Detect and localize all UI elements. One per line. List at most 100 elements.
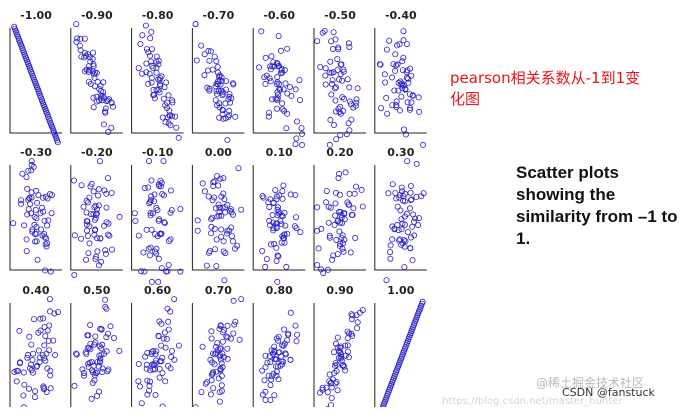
scatter-panel	[375, 159, 427, 283]
scatter-point	[45, 328, 50, 333]
scatter-point	[35, 257, 40, 262]
panel-label: -0.10	[142, 146, 174, 159]
scatter-point	[272, 344, 277, 349]
scatter-point	[166, 238, 171, 243]
panel-label: 0.20	[326, 146, 353, 159]
scatter-point	[405, 159, 410, 164]
panel-label: -1.00	[20, 9, 52, 22]
scatter-point	[193, 22, 198, 27]
panel-label: 0.90	[326, 284, 353, 297]
scatter-point	[278, 48, 283, 53]
scatter-point	[266, 114, 271, 119]
scatter-point	[410, 258, 415, 263]
scatter-point	[93, 334, 98, 339]
scatter-point	[109, 125, 114, 130]
scatter-point	[261, 195, 266, 200]
panel-label: 0.50	[83, 284, 110, 297]
scatter-point	[163, 345, 168, 350]
scatter-point	[27, 386, 32, 391]
scatter-point	[263, 81, 268, 86]
scatter-point	[293, 142, 298, 147]
scatter-point	[349, 312, 354, 317]
scatter-point	[209, 329, 214, 334]
scatter-point	[149, 29, 154, 34]
scatter-point	[405, 100, 410, 105]
scatter-point	[394, 196, 399, 201]
scatter-point	[335, 252, 340, 257]
scatter-point	[297, 98, 302, 103]
scatter-point	[217, 399, 222, 404]
panel-label: 0.40	[22, 284, 49, 297]
scatter-point	[111, 335, 116, 340]
scatter-point	[289, 93, 294, 98]
scatter-point	[386, 191, 391, 196]
scatter-point	[176, 343, 181, 348]
scatter-panel	[71, 159, 123, 278]
scatter-point	[139, 401, 144, 406]
scatter-panel	[253, 303, 305, 407]
scatter-point	[329, 81, 334, 86]
scatter-point	[225, 137, 230, 142]
scatter-point	[334, 137, 339, 142]
scatter-point	[343, 170, 348, 175]
scatter-point	[401, 29, 406, 34]
scatter-point	[232, 322, 237, 327]
scatter-point	[268, 67, 273, 72]
scatter-point	[11, 221, 16, 226]
scatter-point	[270, 97, 275, 102]
scatter-point	[285, 46, 290, 51]
scatter-point	[295, 332, 300, 337]
scatter-point	[294, 339, 299, 344]
scatter-point	[328, 59, 333, 64]
scatter-point	[384, 95, 389, 100]
scatter-point	[21, 370, 26, 375]
scatter-point	[408, 190, 413, 195]
scatter-point	[330, 46, 335, 51]
scatter-point	[237, 337, 242, 342]
scatter-point	[93, 203, 98, 208]
scatter-point	[36, 348, 41, 353]
scatter-point	[355, 320, 360, 325]
scatter-panel	[132, 23, 184, 140]
scatter-point	[293, 323, 298, 328]
scatter-point	[225, 346, 230, 351]
scatter-point	[353, 184, 358, 189]
scatter-point	[355, 86, 360, 91]
scatter-svg	[0, 0, 440, 407]
panel-label: -0.40	[385, 9, 417, 22]
scatter-point	[85, 200, 90, 205]
scatter-point	[263, 365, 268, 370]
scatter-point	[266, 373, 271, 378]
panel-axes	[10, 303, 62, 407]
scatter-point	[149, 227, 154, 232]
scatter-point	[298, 230, 303, 235]
scatter-panel	[375, 299, 427, 407]
scatter-point	[79, 54, 84, 59]
scatter-point	[339, 78, 344, 83]
scatter-point	[214, 59, 219, 64]
scatter-point	[390, 182, 395, 187]
scatter-point	[390, 237, 395, 242]
scatter-point	[274, 245, 279, 250]
scatter-point	[89, 396, 94, 401]
scatter-point	[421, 142, 426, 147]
scatter-point	[194, 58, 199, 63]
scatter-panel	[192, 297, 244, 408]
scatter-point	[318, 64, 323, 69]
scatter-point	[72, 233, 77, 238]
panel-label: -0.50	[324, 9, 356, 22]
scatter-point	[199, 390, 204, 395]
scatter-point	[94, 393, 99, 398]
scatter-point	[260, 368, 265, 373]
scatter-point	[207, 58, 212, 63]
scatter-point	[103, 297, 108, 302]
scatter-point	[166, 319, 171, 324]
scatter-point	[136, 233, 141, 238]
scatter-point	[384, 47, 389, 52]
scatter-point	[146, 159, 151, 164]
scatter-point	[348, 250, 353, 255]
scatter-point	[103, 248, 108, 253]
scatter-point	[288, 357, 293, 362]
panel-label: -0.20	[81, 146, 113, 159]
scatter-point	[405, 230, 410, 235]
